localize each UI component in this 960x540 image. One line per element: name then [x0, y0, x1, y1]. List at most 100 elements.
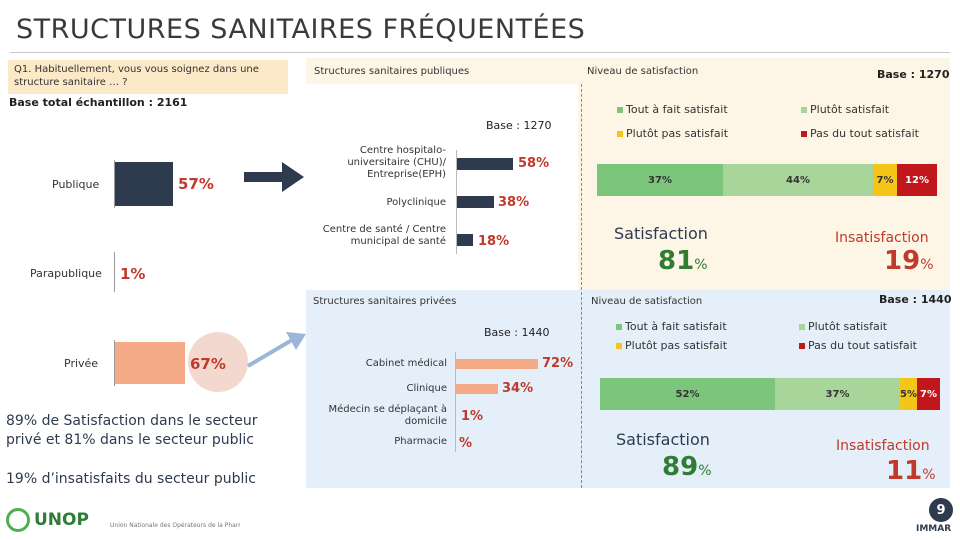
public-base-right: Base : 1270 — [877, 68, 950, 81]
private-stacked-bar: 52% 37% 5% 7% — [600, 378, 940, 410]
legend-item: Plutôt satisfait — [801, 103, 889, 116]
legend-swatch — [616, 324, 622, 330]
public-insat-value: 19% — [884, 246, 934, 276]
unit: % — [694, 257, 708, 273]
unit: % — [698, 463, 712, 479]
private-base-right: Base : 1440 — [879, 293, 952, 306]
sector-label-publique: Publique — [52, 178, 100, 191]
public-stacked-bar: 37% 44% 7% 12% — [597, 164, 937, 196]
legend-item: Plutôt satisfait — [799, 320, 887, 333]
note-satisfaction: 89% de Satisfaction dans le secteur priv… — [6, 413, 258, 448]
sector-label-privee: Privée — [64, 357, 99, 370]
legend-label: Plutôt pas satisfait — [625, 339, 728, 352]
legend-item: Tout à fait satisfait — [617, 103, 728, 116]
public-sat-value: 81% — [658, 246, 708, 276]
legend-item: Tout à fait satisfait — [616, 320, 727, 333]
private-item-pct: 1% — [461, 409, 484, 424]
private-item-label: Médecin se déplaçant à domicile — [328, 404, 447, 427]
axis-line — [114, 340, 115, 386]
public-sat-label: Satisfaction — [614, 224, 708, 243]
unit: % — [922, 467, 936, 483]
private-header: Structures sanitaires privées — [313, 296, 457, 307]
sector-pct-privee: 67% — [190, 355, 226, 373]
private-item-pct: 34% — [502, 381, 534, 396]
sector-pct-publique: 57% — [178, 175, 214, 193]
axis-line — [114, 160, 115, 208]
stacked-segment: 37% — [775, 378, 900, 410]
stacked-segment: 37% — [597, 164, 723, 196]
legend-swatch — [801, 107, 807, 113]
arrow-right-icon — [244, 162, 304, 192]
legend-swatch — [801, 131, 807, 137]
private-insat-label: Insatisfaction — [836, 438, 930, 454]
legend-item: Pas du tout satisfait — [801, 127, 919, 140]
insat-number: 19 — [884, 246, 921, 276]
public-base-left: Base : 1270 — [486, 119, 552, 132]
panel-divider — [581, 292, 582, 488]
legend-swatch — [617, 131, 623, 137]
public-header: Structures sanitaires publiques — [314, 66, 470, 77]
legend-swatch — [617, 107, 623, 113]
page-title: STRUCTURES SANITAIRES FRÉQUENTÉES — [16, 14, 586, 45]
panel-divider — [581, 84, 582, 290]
highlight-circle — [188, 332, 248, 392]
base-total: Base total échantillon : 2161 — [9, 96, 188, 109]
unop-logo-icon — [6, 508, 30, 532]
public-item-label: Centre de santé / Centre municipal de sa… — [322, 224, 446, 247]
legend-label: Tout à fait satisfait — [625, 320, 727, 333]
legend-item: Pas du tout satisfait — [799, 339, 917, 352]
note-insatisfaction: 19% d’insatisfaits du secteur public — [6, 471, 256, 487]
private-item-label: Cabinet médical — [365, 358, 447, 369]
private-item-pct: 72% — [542, 356, 574, 371]
public-sat-header: Niveau de satisfaction — [587, 66, 699, 77]
legend-label: Pas du tout satisfait — [808, 339, 917, 352]
legend-swatch — [799, 324, 805, 330]
unit: % — [920, 257, 934, 273]
private-sat-header: Niveau de satisfaction — [591, 296, 703, 307]
axis-line — [455, 352, 456, 452]
private-sat-label: Satisfaction — [616, 430, 710, 449]
unop-logo-subtitle: Union Nationale des Opérateurs de la Pha… — [110, 522, 240, 529]
private-item-bar — [456, 359, 538, 369]
stacked-segment: 7% — [917, 378, 940, 410]
public-item-bar — [457, 196, 494, 208]
legend-label: Plutôt pas satisfait — [626, 127, 729, 140]
stacked-segment: 7% — [873, 164, 897, 196]
sat-number: 81 — [658, 246, 695, 276]
sector-bar-privee — [115, 342, 185, 384]
public-insat-label: Insatisfaction — [835, 230, 929, 246]
public-item-bar — [457, 234, 473, 246]
page-number: 9 — [929, 498, 953, 522]
stacked-segment: 5% — [900, 378, 917, 410]
question-box: Q1. Habituellement, vous vous soignez da… — [8, 60, 288, 94]
insat-number: 11 — [886, 456, 923, 486]
title-divider — [10, 52, 950, 53]
sat-number: 89 — [662, 452, 699, 482]
private-item-bar — [456, 384, 498, 394]
public-item-pct: 18% — [478, 234, 510, 249]
public-item-pct: 58% — [518, 156, 550, 171]
stacked-segment: 12% — [897, 164, 937, 196]
legend-label: Plutôt satisfait — [808, 320, 888, 333]
legend-label: Pas du tout satisfait — [810, 127, 919, 140]
immar-logo: IMMAR — [916, 524, 952, 534]
legend-label: Plutôt satisfait — [810, 103, 890, 116]
stacked-segment: 44% — [723, 164, 873, 196]
sector-pct-parapublique: 1% — [120, 265, 146, 283]
private-item-pct: % — [459, 436, 473, 451]
stacked-segment: 52% — [600, 378, 775, 410]
legend-swatch — [616, 343, 622, 349]
sector-bar-publique — [115, 162, 173, 206]
legend-item: Plutôt pas satisfait — [617, 127, 728, 140]
private-insat-value: 11% — [886, 456, 936, 486]
private-sat-value: 89% — [662, 452, 712, 482]
legend-label: Tout à fait satisfait — [626, 103, 728, 116]
arrow-down-right-icon — [246, 332, 306, 368]
private-item-label: Clinique — [406, 383, 448, 394]
public-item-bar — [457, 158, 513, 170]
public-item-pct: 38% — [498, 195, 530, 210]
legend-item: Plutôt pas satisfait — [616, 339, 727, 352]
legend-swatch — [799, 343, 805, 349]
private-item-label: Pharmacie — [394, 436, 447, 447]
public-bars-area — [306, 84, 578, 290]
